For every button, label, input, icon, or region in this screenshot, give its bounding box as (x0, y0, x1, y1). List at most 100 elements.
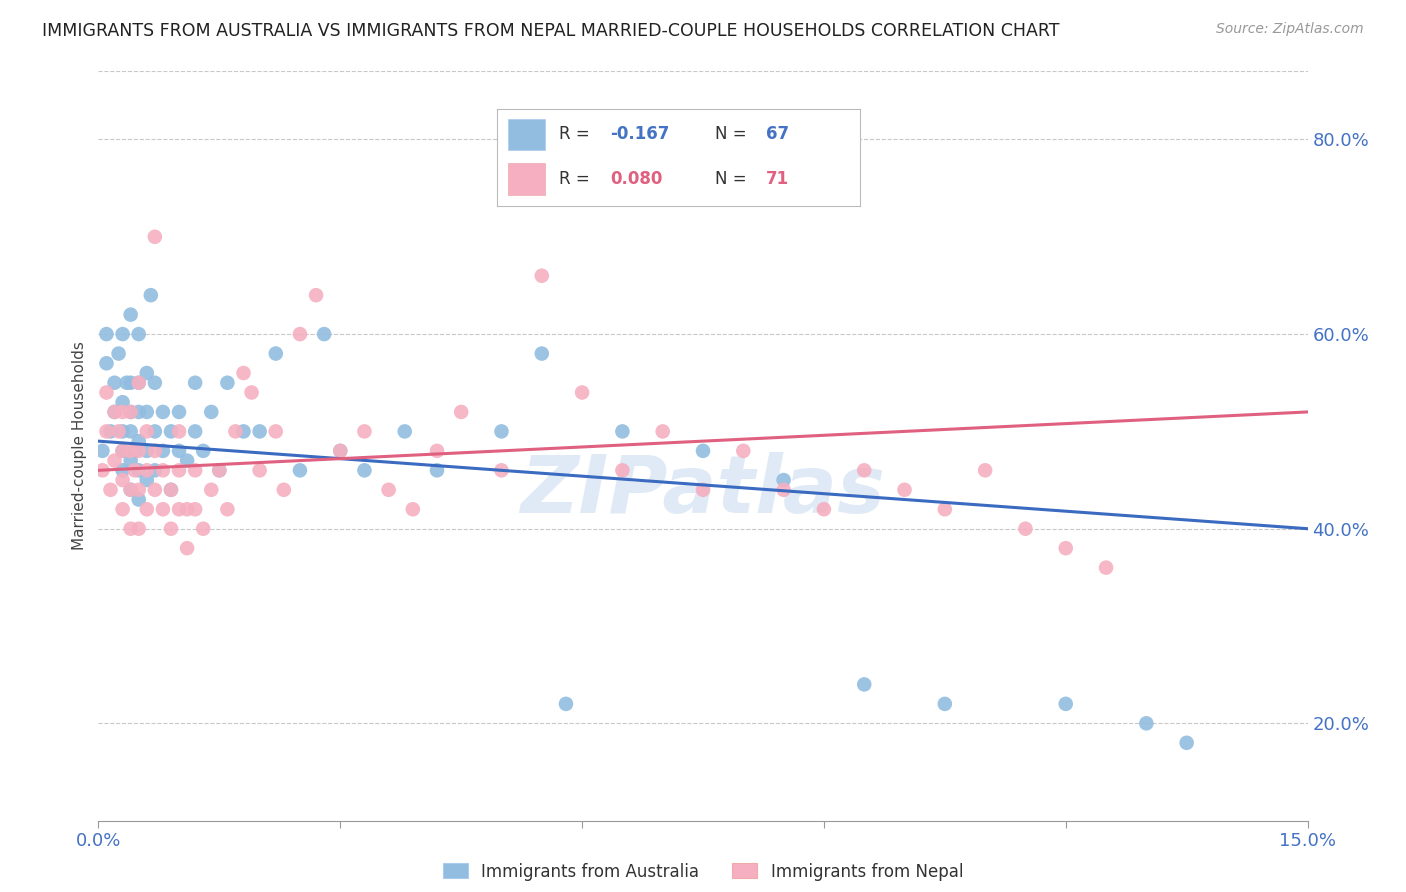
Point (120, 405, 142, 419)
Point (1095, 560, 1118, 574)
Point (176, 453, 198, 467)
Point (128, 405, 150, 419)
Point (107, 425, 129, 439)
Point (128, 522, 150, 536)
Point (107, 346, 129, 360)
Point (612, 425, 634, 439)
Point (120, 522, 142, 536)
Point (96, 356, 118, 370)
Point (120, 308, 142, 322)
Point (135, 443, 157, 458)
Point (111, 502, 134, 516)
Point (184, 376, 207, 390)
Point (135, 463, 157, 477)
Point (111, 405, 134, 419)
Point (176, 502, 198, 516)
Point (152, 405, 174, 419)
Point (772, 483, 794, 497)
Point (772, 473, 794, 487)
Point (167, 502, 190, 516)
Point (115, 376, 138, 390)
Point (893, 483, 915, 497)
Point (128, 492, 150, 507)
Point (200, 405, 222, 419)
Point (167, 443, 190, 458)
Point (128, 434, 150, 449)
Legend: Immigrants from Australia, Immigrants from Nepal: Immigrants from Australia, Immigrants fr… (436, 856, 970, 888)
Point (139, 288, 162, 302)
Point (571, 385, 593, 400)
Point (377, 483, 399, 497)
Point (217, 502, 239, 516)
Point (426, 443, 449, 458)
Point (120, 405, 142, 419)
Point (120, 453, 142, 467)
Point (111, 463, 134, 477)
Point (232, 425, 254, 439)
Point (100, 483, 122, 497)
Point (555, 697, 578, 711)
Point (152, 463, 174, 477)
Point (264, 346, 287, 360)
Point (353, 425, 375, 439)
Point (249, 425, 271, 439)
Point (530, 268, 553, 283)
Point (733, 443, 755, 458)
Point (450, 405, 472, 419)
Point (1054, 541, 1077, 556)
Point (1175, 736, 1198, 750)
Point (853, 677, 876, 691)
Point (128, 376, 150, 390)
Point (111, 443, 134, 458)
Point (120, 483, 142, 497)
Point (135, 473, 157, 487)
Point (934, 502, 956, 516)
Point (128, 483, 150, 497)
Point (193, 443, 215, 458)
Point (651, 425, 673, 439)
Point (135, 405, 157, 419)
Point (208, 463, 231, 477)
Point (491, 463, 513, 477)
Point (305, 288, 328, 302)
Point (394, 425, 416, 439)
Point (491, 425, 513, 439)
Point (128, 376, 150, 390)
Point (217, 376, 239, 390)
Point (167, 425, 190, 439)
Point (143, 229, 166, 244)
Point (934, 697, 956, 711)
Point (176, 541, 198, 556)
Point (91, 463, 114, 477)
Text: ZIPatlas: ZIPatlas (520, 452, 886, 530)
Point (853, 463, 876, 477)
Point (167, 463, 190, 477)
Point (184, 425, 207, 439)
Point (264, 425, 287, 439)
Point (143, 376, 166, 390)
Point (124, 443, 146, 458)
Point (91, 443, 114, 458)
Point (692, 443, 714, 458)
Point (249, 463, 271, 477)
Point (160, 522, 183, 536)
Text: IMMIGRANTS FROM AUSTRALIA VS IMMIGRANTS FROM NEPAL MARRIED-COUPLE HOUSEHOLDS COR: IMMIGRANTS FROM AUSTRALIA VS IMMIGRANTS … (42, 22, 1060, 40)
Point (160, 483, 183, 497)
Point (128, 327, 150, 342)
Point (111, 443, 134, 458)
Point (96, 327, 118, 342)
Point (224, 425, 246, 439)
Point (530, 346, 553, 360)
Point (184, 463, 207, 477)
Point (143, 483, 166, 497)
Point (152, 502, 174, 516)
Point (100, 425, 122, 439)
Point (329, 443, 352, 458)
Point (200, 483, 222, 497)
Point (103, 405, 125, 419)
Point (402, 502, 425, 516)
Point (111, 473, 134, 487)
Point (813, 502, 835, 516)
Point (111, 395, 134, 409)
Point (273, 483, 295, 497)
